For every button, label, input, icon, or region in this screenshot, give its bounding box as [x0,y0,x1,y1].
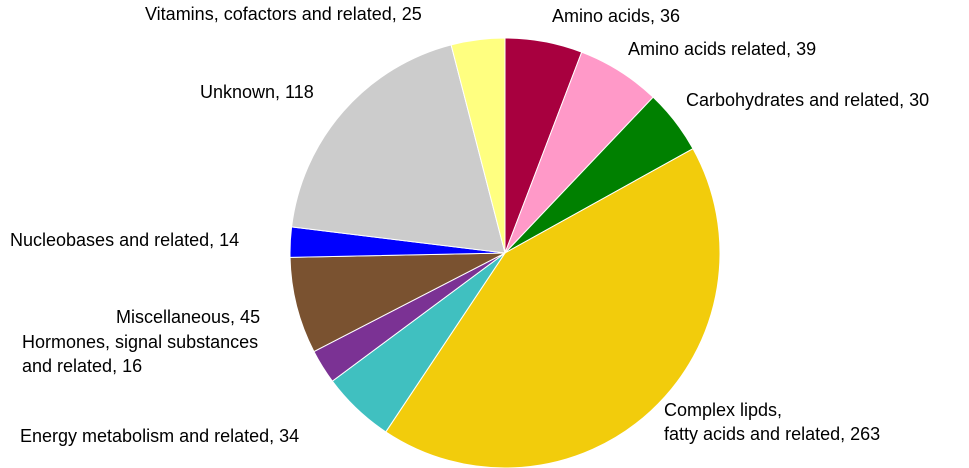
slice-label: Nucleobases and related, 14 [10,230,239,250]
label-line: Amino acids, 36 [552,6,680,26]
slice-label: Amino acids related, 39 [628,39,816,59]
slice-label: Miscellaneous, 45 [116,307,260,327]
pie-slice [289,252,506,353]
label-line: fatty acids and related, 263 [664,424,880,444]
slice-label: Energy metabolism and related, 34 [20,426,299,446]
label-line: Miscellaneous, 45 [116,307,260,327]
label-line: Unknown, 118 [200,82,314,102]
label-line: Carbohydrates and related, 30 [686,90,929,110]
slice-label: Hormones, signal substances and related, … [22,332,258,376]
slice-label: Unknown, 118 [200,82,314,102]
pie-slice [291,44,506,254]
label-line: Energy metabolism and related, 34 [20,426,299,446]
label-line: Complex lipds, [664,400,782,420]
slice-label: Amino acids, 36 [552,6,680,26]
pie-slice [450,37,506,254]
label-line: Nucleobases and related, 14 [10,230,239,250]
slice-label: Vitamins, cofactors and related, 25 [145,4,422,24]
slice-label: Carbohydrates and related, 30 [686,90,929,110]
label-line: Hormones, signal substances [22,332,258,352]
label-line: Vitamins, cofactors and related, 25 [145,4,422,24]
slice-label: Complex lipds, fatty acids and related, 2… [664,400,880,444]
label-line: and related, 16 [22,356,142,376]
label-line: Amino acids related, 39 [628,39,816,59]
pie-slice [385,147,721,468]
